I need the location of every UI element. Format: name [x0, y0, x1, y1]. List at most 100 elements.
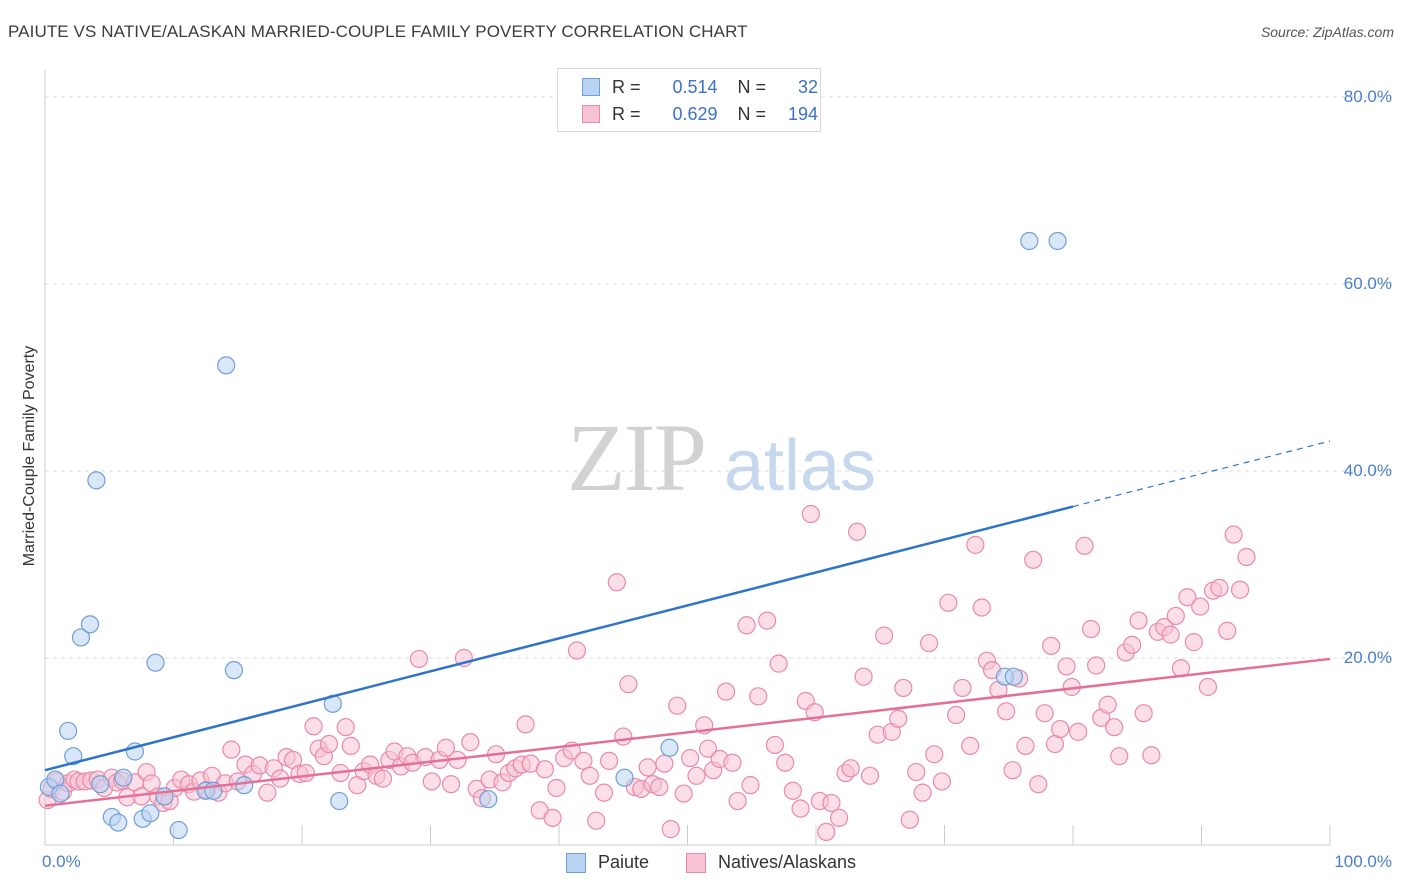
native-point [875, 626, 894, 645]
chart-title: PAIUTE VS NATIVE/ALASKAN MARRIED-COUPLE … [8, 22, 748, 41]
native-point [1230, 580, 1250, 599]
legend-row-paiute: R = 0.514 N = 32 [582, 75, 818, 99]
paiute-point [71, 628, 91, 647]
x-tick-label-100: 100.0% [1334, 852, 1392, 871]
watermark-zip: ZIP [567, 404, 705, 511]
native-point [1016, 736, 1035, 755]
paiute-point [615, 768, 634, 787]
watermark: ZIP atlas [567, 404, 876, 511]
native-trend-line [44, 657, 1331, 807]
paiute-point [330, 791, 349, 811]
native-point [791, 799, 810, 818]
grid-lines [45, 96, 1392, 659]
paiute-point [479, 790, 498, 809]
native-point [567, 641, 587, 660]
native-point [1218, 621, 1237, 640]
paiute-point [59, 721, 78, 741]
legend-row-native: R = 0.629 N = 194 [582, 102, 818, 126]
native-point [925, 745, 944, 764]
native-point [953, 678, 972, 698]
paiute-r-value: 0.514 [672, 76, 718, 97]
native-legend-label: Natives/Alaskans [718, 852, 857, 872]
paiute-point [146, 653, 165, 672]
native-point [614, 727, 633, 746]
native-point [341, 736, 360, 755]
native-point [422, 772, 441, 791]
native-point [817, 822, 836, 842]
native-point [304, 717, 323, 736]
native-point [600, 751, 619, 770]
native-point [894, 678, 913, 698]
native-point [1024, 550, 1043, 569]
paiute-legend-label: Paiute [598, 852, 650, 872]
native-r-value: 0.629 [672, 103, 718, 124]
native-point [1129, 611, 1148, 630]
native-point [749, 687, 768, 706]
paiute-n-value: 32 [798, 76, 819, 97]
native-point [1237, 547, 1256, 567]
native-point [919, 633, 939, 653]
native-point [737, 616, 756, 635]
watermark-atlas: atlas [724, 426, 876, 506]
native-point [461, 733, 480, 752]
paiute-point [80, 615, 100, 634]
native-point [1003, 761, 1022, 780]
paiute-point [64, 747, 83, 766]
native-point [1166, 606, 1185, 626]
native-point [258, 783, 277, 802]
bottom-legend-paiute: Paiute [566, 852, 649, 873]
native-point [1075, 536, 1094, 555]
paiute-point [224, 661, 243, 680]
native-point [1098, 695, 1117, 714]
native-point [900, 810, 919, 829]
native-point [619, 675, 638, 694]
native-point [1161, 625, 1180, 644]
native-point [661, 820, 680, 839]
native-point [1057, 657, 1076, 676]
native-point [1123, 635, 1142, 655]
native-point [758, 611, 777, 630]
y-tick-label-40: 40.0% [1343, 461, 1392, 480]
native-point [716, 682, 736, 701]
native-point [1224, 525, 1243, 544]
paiute-n-label: N = [737, 76, 767, 97]
native-point [319, 734, 339, 754]
native-point [1029, 775, 1048, 794]
paiute-point [87, 471, 106, 490]
native-point [728, 791, 747, 811]
x-tick-label-0: 0.0% [42, 852, 81, 871]
native-point [966, 535, 985, 554]
paiute-r-label: R = [612, 76, 641, 97]
source-label: Source: ZipAtlas.com [1260, 24, 1394, 40]
paiute-trend-line [44, 505, 1074, 772]
native-point [741, 776, 760, 795]
native-point [535, 760, 554, 779]
native-point [222, 740, 241, 759]
paiute-point [141, 804, 160, 823]
native-point [1191, 597, 1210, 616]
native-point [516, 715, 535, 734]
paiute-point [1004, 667, 1023, 686]
native-point [409, 649, 429, 669]
native-point [1184, 633, 1203, 652]
paiute-points [39, 231, 1067, 840]
native-point [547, 778, 566, 798]
native-point [1210, 578, 1229, 597]
native-point [655, 754, 674, 773]
native-point [1081, 619, 1101, 639]
native-swatch [582, 105, 600, 123]
native-point [1178, 588, 1197, 607]
native-point [822, 793, 841, 813]
native-point [441, 775, 461, 794]
stats-legend: R = 0.514 N = 32 R = 0.629 N = 194 [557, 68, 821, 132]
native-point [932, 772, 952, 791]
paiute-point [114, 768, 133, 787]
native-point [680, 748, 700, 768]
native-point [946, 705, 966, 725]
native-point [769, 654, 788, 673]
native-point [1069, 722, 1088, 741]
native-point [765, 735, 784, 755]
paiute-point [660, 738, 679, 757]
native-point [594, 783, 614, 802]
